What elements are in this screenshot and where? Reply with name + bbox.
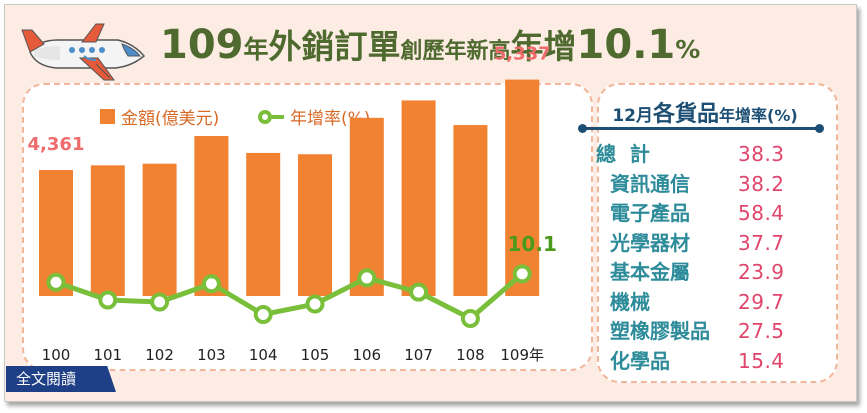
x-tick-label: 101 <box>93 346 122 364</box>
product-growth-value: 38.3 <box>738 142 785 166</box>
title-growth-word: 年增 <box>510 27 577 66</box>
title-record: 創歷年新高 <box>400 39 511 64</box>
product-row: 化學品 15.4 <box>0 347 867 375</box>
bar-107 <box>401 100 436 296</box>
legend-line-marker <box>258 109 272 124</box>
x-tick-label: 104 <box>249 346 278 364</box>
bar-data-label: 4,361 <box>28 134 85 155</box>
growth-point-102 <box>150 292 170 312</box>
product-panel <box>597 83 838 383</box>
legend-bar-swatch <box>100 109 115 124</box>
product-label: 總 計 <box>596 142 650 166</box>
title-percent: % <box>675 35 701 64</box>
title-subject: 外銷訂單 <box>268 27 401 66</box>
panel-title-main: 各貨品 <box>652 102 719 127</box>
growth-point-100 <box>46 272 66 292</box>
title-year-suffix: 年 <box>243 35 269 64</box>
bar-106 <box>349 117 384 296</box>
bar-data-label: 5,337 <box>494 44 551 65</box>
product-label: 機械 <box>610 289 650 314</box>
product-label: 塑橡膠製品 <box>610 319 710 343</box>
product-label: 基本金屬 <box>610 260 690 284</box>
airplane-icon <box>21 23 146 81</box>
panel-divider <box>578 124 824 133</box>
bar-108 <box>453 125 488 297</box>
title-growth-value: 10.1 <box>576 22 676 68</box>
growth-line <box>55 271 524 322</box>
product-row: 機械 29.7 <box>0 288 867 316</box>
legend-amount-label: 金額(億美元) <box>121 109 220 129</box>
growth-point-108 <box>460 309 480 329</box>
growth-point-101 <box>98 290 118 310</box>
panel-title: 12月各貨品年增率(%) <box>590 96 820 128</box>
x-tick-label: 106 <box>352 346 381 364</box>
read-more-button[interactable]: 全文閱讀 <box>6 366 116 392</box>
panel-title-unit: 年增率(%) <box>719 106 798 125</box>
x-tick-label: 105 <box>301 346 330 364</box>
panel-title-month: 12月 <box>612 106 653 126</box>
page-title: 109 年 外銷訂單 創歷年新高 年增 10.1 % <box>160 20 700 72</box>
product-growth-value: 15.4 <box>738 348 785 373</box>
product-growth-value: 29.7 <box>738 289 785 314</box>
bar-101 <box>90 165 125 296</box>
product-label: 光學器材 <box>610 230 690 255</box>
product-row: 電子產品 58.4 <box>0 199 867 227</box>
product-row: 光學器材 37.7 <box>0 229 867 257</box>
growth-point-104 <box>253 304 273 324</box>
product-label: 電子產品 <box>610 201 690 225</box>
x-tick-label: 100 <box>42 346 71 364</box>
product-row: 總 計 38.3 <box>0 140 867 168</box>
bar-105 <box>298 154 332 296</box>
product-label: 資訊通信 <box>610 171 690 196</box>
product-row: 塑橡膠製品 27.5 <box>0 317 867 345</box>
legend-amount: 金額(億美元) <box>100 104 219 129</box>
line-data-label: 10.1 <box>508 232 557 256</box>
growth-point-106 <box>357 268 377 288</box>
growth-point-107 <box>409 282 429 302</box>
x-tick-label: 109年 <box>500 346 544 364</box>
growth-point-103 <box>201 274 221 294</box>
product-growth-value: 27.5 <box>738 319 785 343</box>
growth-point-109年 <box>512 264 532 284</box>
product-growth-value: 37.7 <box>738 230 785 255</box>
product-growth-value: 38.2 <box>738 171 785 196</box>
bar-102 <box>142 163 177 296</box>
product-growth-value: 23.9 <box>738 260 785 284</box>
x-tick-label: 103 <box>197 346 226 364</box>
growth-point-105 <box>305 294 325 314</box>
bar-104 <box>246 152 281 296</box>
x-tick-label: 107 <box>404 346 433 364</box>
product-growth-value: 58.4 <box>738 201 785 225</box>
bar-103 <box>194 135 229 296</box>
x-tick-label: 108 <box>456 346 485 364</box>
x-tick-label: 102 <box>145 346 174 364</box>
bar-109年 <box>505 79 540 296</box>
product-row: 基本金屬 23.9 <box>0 258 867 286</box>
legend-line-swatch <box>272 114 284 119</box>
product-label: 化學品 <box>610 348 670 373</box>
product-row: 資訊通信 38.2 <box>0 170 867 198</box>
title-year: 109 <box>160 22 244 68</box>
